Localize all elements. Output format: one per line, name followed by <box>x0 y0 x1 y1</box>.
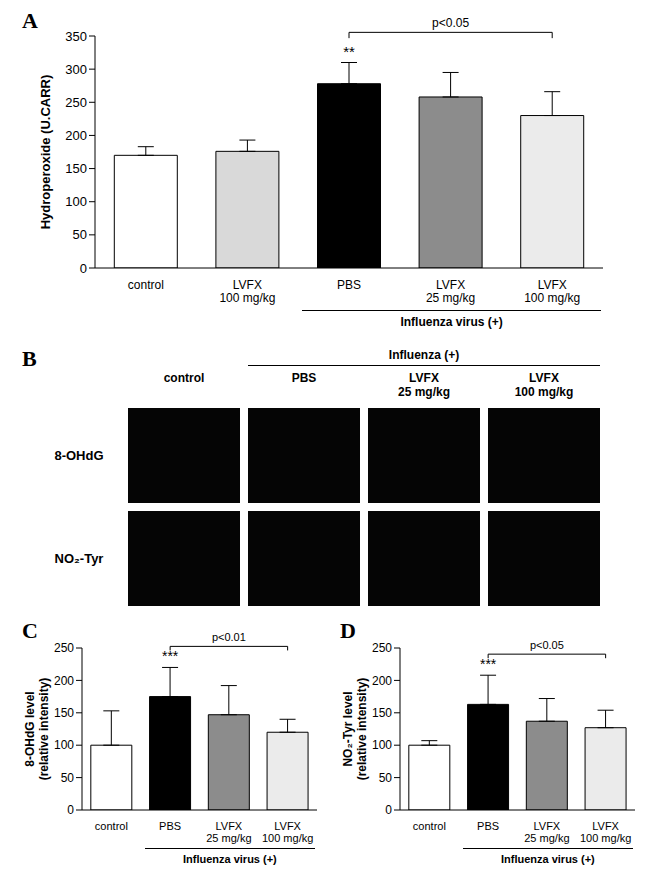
html-text:8-OHdG level (relative intensi: 8-OHdG level (relative intensity) <box>23 677 51 781</box>
svg-text:p<0.01: p<0.01 <box>212 631 246 643</box>
html-text:Hydroperoxide (U.CARR): Hydroperoxide (U.CARR) <box>37 74 53 230</box>
html-text:100 mg/kg: 100 mg/kg <box>514 384 574 399</box>
html-text:Influenza virus (+): Influenza virus (+) <box>183 853 277 865</box>
svg-text:150: 150 <box>372 706 392 720</box>
svg-text:control: control <box>95 820 128 832</box>
svg-text:LVFX100 mg/kg: LVFX100 mg/kg <box>524 278 580 306</box>
svg-text:p<0.05: p<0.05 <box>530 639 564 651</box>
html-text:25 mg/kg: 25 mg/kg <box>398 384 450 399</box>
html-text:B: B <box>22 346 37 371</box>
svg-text:50: 50 <box>73 227 87 242</box>
svg-text:0: 0 <box>80 261 87 276</box>
html-text:control: control <box>163 371 205 385</box>
svg-text:100: 100 <box>372 738 392 752</box>
html-text:C: C <box>22 618 38 643</box>
html-text:A: A <box>22 8 38 33</box>
svg-text:100: 100 <box>65 194 87 209</box>
svg-text:PBS: PBS <box>477 820 499 832</box>
svg-text:50: 50 <box>379 771 393 785</box>
svg-text:***: *** <box>162 648 179 664</box>
svg-text:250: 250 <box>65 95 87 110</box>
svg-text:LVFX100 mg/kg: LVFX100 mg/kg <box>262 820 313 845</box>
svg-text:50: 50 <box>61 771 75 785</box>
svg-text:250: 250 <box>372 641 392 655</box>
html-text:Influenza virus (+): Influenza virus (+) <box>400 315 503 329</box>
svg-text:200: 200 <box>372 674 392 688</box>
svg-text:control: control <box>128 278 164 292</box>
svg-text:LVFX25 mg/kg: LVFX25 mg/kg <box>426 278 475 306</box>
svg-text:LVFX100 mg/kg: LVFX100 mg/kg <box>219 278 275 306</box>
html-text:Influenza (+): Influenza (+) <box>388 348 460 362</box>
svg-text:100: 100 <box>54 738 74 752</box>
svg-text:0: 0 <box>385 803 392 817</box>
html-text:LVFX: LVFX <box>529 371 559 385</box>
html-text:NO₂-Tyr: NO₂-Tyr <box>54 550 104 566</box>
svg-text:150: 150 <box>54 706 74 720</box>
svg-text:LVFX25 mg/kg: LVFX25 mg/kg <box>206 820 251 845</box>
svg-text:control: control <box>413 820 446 832</box>
svg-text:**: ** <box>343 43 355 60</box>
svg-text:PBS: PBS <box>159 820 181 832</box>
html-text:Influenza virus (+): Influenza virus (+) <box>501 853 595 865</box>
svg-text:150: 150 <box>65 161 87 176</box>
html-text:LVFX: LVFX <box>409 371 439 385</box>
svg-text:250: 250 <box>54 641 74 655</box>
svg-text:300: 300 <box>65 62 87 77</box>
svg-text:350: 350 <box>65 29 87 44</box>
svg-text:LVFX25 mg/kg: LVFX25 mg/kg <box>524 820 569 845</box>
svg-text:200: 200 <box>65 128 87 143</box>
svg-text:PBS: PBS <box>337 278 361 292</box>
svg-text:LVFX100 mg/kg: LVFX100 mg/kg <box>580 820 631 845</box>
html-text:D: D <box>340 618 356 643</box>
html-text:PBS: PBS <box>291 371 317 385</box>
svg-text:p<0.05: p<0.05 <box>432 16 469 30</box>
svg-text:200: 200 <box>54 674 74 688</box>
html-text:8-OHdG: 8-OHdG <box>54 447 104 463</box>
svg-text:0: 0 <box>67 803 74 817</box>
html-text:NO₂-Tyr level (relative intens: NO₂-Tyr level (relative intensity) <box>341 677 369 781</box>
svg-text:***: *** <box>480 656 497 672</box>
